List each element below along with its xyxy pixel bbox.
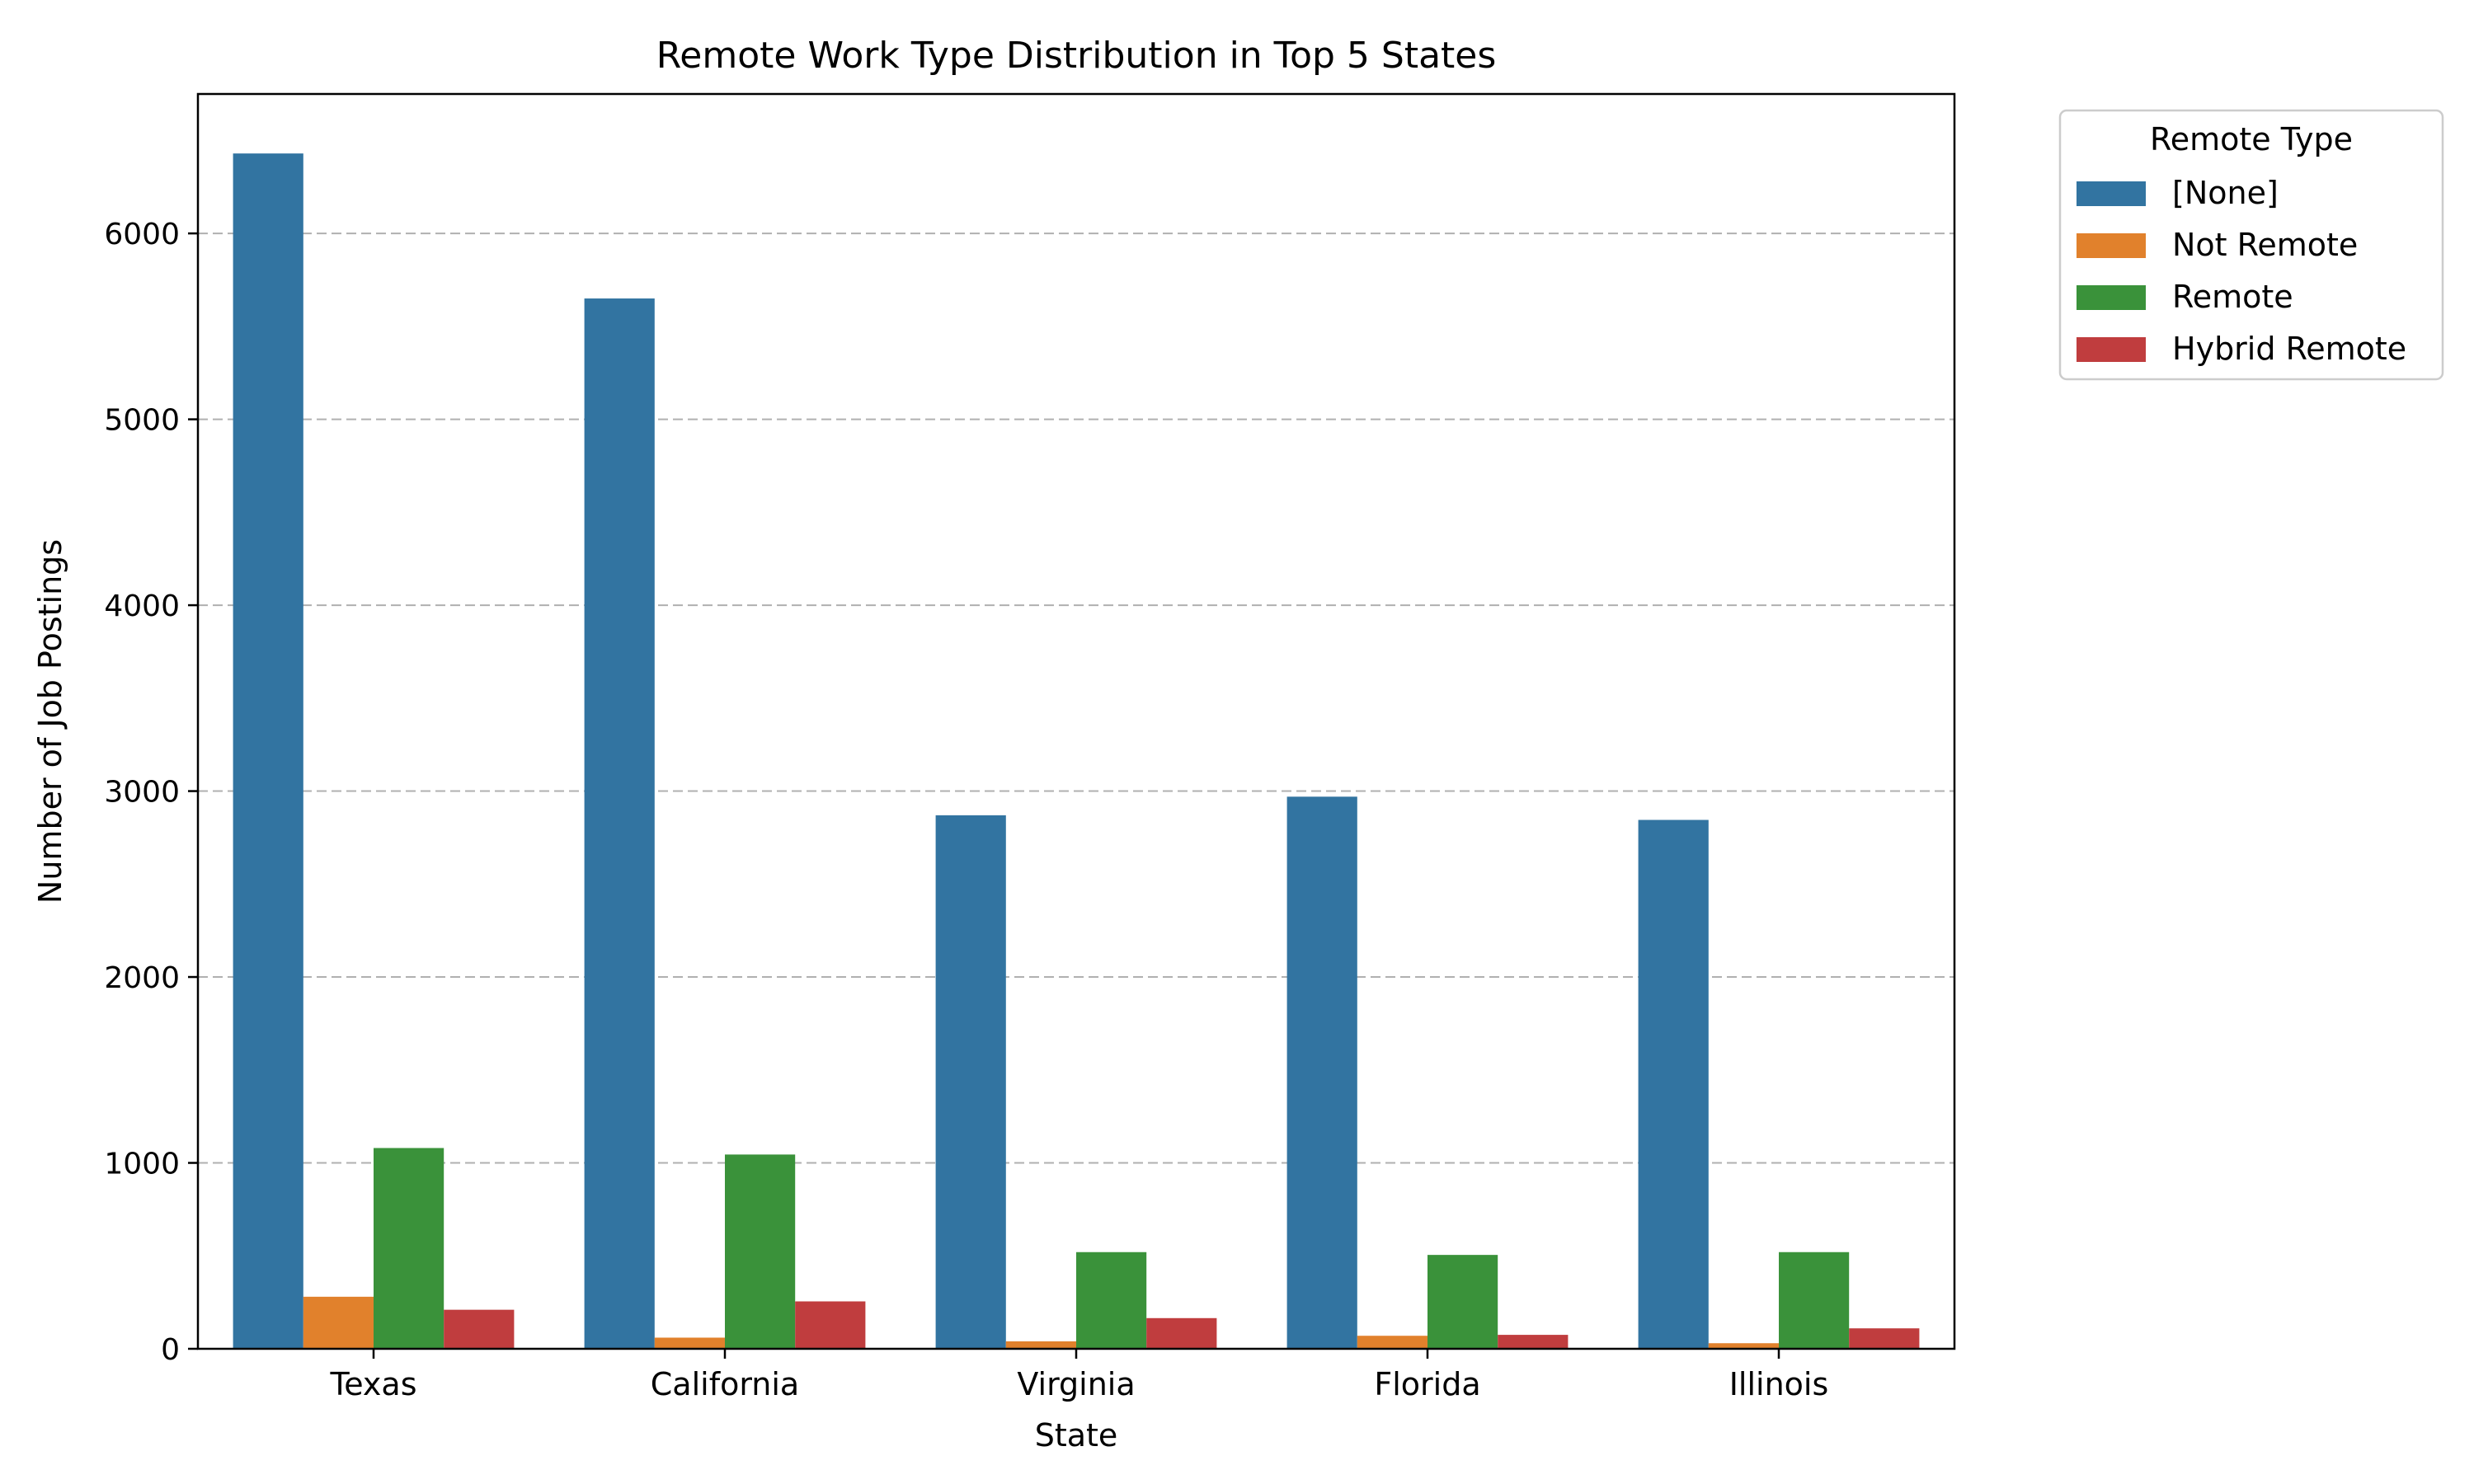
- y-axis: 0 1000 2000 3000 4000 5000 6000: [104, 218, 198, 1367]
- bar: [374, 1148, 444, 1349]
- bar: [303, 1296, 374, 1349]
- legend-label: Hybrid Remote: [2172, 331, 2406, 367]
- bar: [654, 1337, 725, 1349]
- bar: [1076, 1252, 1147, 1349]
- x-tick-label: Florida: [1374, 1366, 1480, 1402]
- bar: [1638, 819, 1709, 1349]
- bar: [1708, 1343, 1779, 1349]
- y-tick-label: 5000: [104, 404, 180, 438]
- y-tick-label: 3000: [104, 776, 180, 810]
- bar: [444, 1309, 515, 1349]
- y-tick-label: 2000: [104, 961, 180, 995]
- bar: [795, 1301, 866, 1349]
- bar: [725, 1154, 796, 1349]
- y-tick-label: 4000: [104, 589, 180, 623]
- bar: [1849, 1328, 1920, 1349]
- x-axis-label: State: [1035, 1417, 1118, 1453]
- chart-title: Remote Work Type Distribution in Top 5 S…: [656, 35, 1497, 77]
- y-tick-label: 6000: [104, 218, 180, 251]
- bar: [1427, 1255, 1498, 1349]
- y-axis-label: Number of Job Postings: [32, 539, 68, 904]
- legend: Remote Type [None] Not Remote Remote Hybrid…: [2058, 109, 2444, 381]
- x-axis: Texas California Virginia Florida Illinois: [329, 1349, 1828, 1402]
- y-tick-label: 1000: [104, 1148, 180, 1181]
- legend-swatch: [2077, 285, 2146, 310]
- legend-swatch: [2077, 233, 2146, 258]
- legend-swatch: [2077, 337, 2146, 362]
- bar: [584, 298, 655, 1349]
- bars: [233, 153, 1920, 1350]
- legend-label: Not Remote: [2172, 227, 2358, 263]
- x-tick-label: California: [651, 1366, 799, 1402]
- bar: [233, 153, 303, 1350]
- legend-swatch: [2077, 181, 2146, 206]
- bar: [1005, 1341, 1076, 1349]
- legend-title: Remote Type: [2150, 121, 2353, 157]
- x-tick-label: Virginia: [1017, 1366, 1135, 1402]
- bar: [1357, 1336, 1427, 1349]
- bar: [1146, 1317, 1217, 1349]
- x-tick-label: Texas: [329, 1366, 416, 1402]
- bar: [935, 815, 1006, 1349]
- legend-frame: [2058, 109, 2444, 381]
- legend-label: Remote: [2172, 279, 2293, 315]
- bar: [1286, 796, 1357, 1349]
- bar: [1498, 1335, 1569, 1349]
- y-tick-label: 0: [161, 1333, 180, 1367]
- legend-items: [None] Not Remote Remote Hybrid Remote: [2077, 175, 2406, 367]
- legend-label: [None]: [2172, 175, 2279, 211]
- x-tick-label: Illinois: [1729, 1366, 1829, 1402]
- bar: [1779, 1252, 1850, 1349]
